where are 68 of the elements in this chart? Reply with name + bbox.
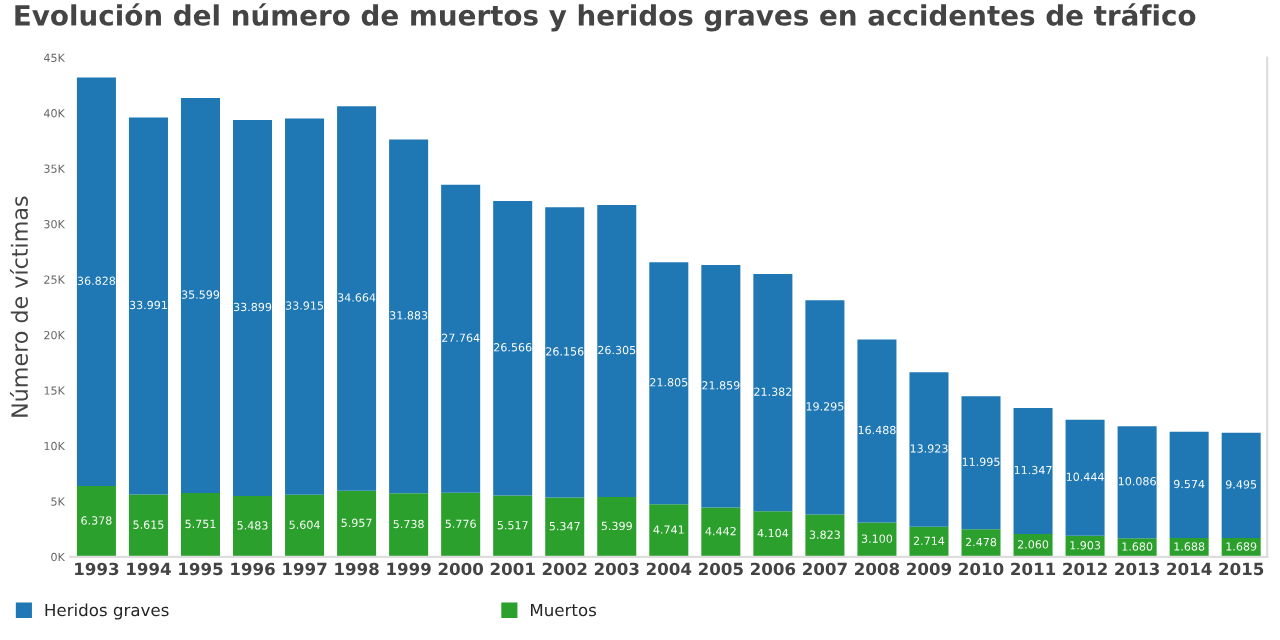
- x-tick-label: 2001: [490, 562, 535, 576]
- bar: [1013, 408, 1053, 534]
- legend-label: Heridos graves: [45, 603, 169, 620]
- bar: [961, 529, 1001, 557]
- y-axis-title: Número de víctimas: [9, 196, 28, 417]
- x-tick-label: 2015: [1219, 562, 1264, 576]
- bar: [909, 526, 949, 557]
- x-tick-label: 2005: [698, 562, 743, 576]
- bar: [597, 496, 637, 557]
- bar: [76, 77, 116, 487]
- bar: [441, 184, 481, 493]
- x-tick-label: 1998: [335, 562, 379, 576]
- bar: [76, 486, 116, 557]
- bar: [1169, 431, 1209, 539]
- x-tick-label: 1995: [179, 562, 223, 576]
- x-tick-label: 1996: [231, 562, 275, 576]
- bar: [441, 492, 481, 557]
- x-tick-label: 2009: [907, 562, 952, 576]
- bar: [597, 205, 637, 497]
- x-tick-label: 2008: [855, 562, 900, 576]
- bar: [649, 504, 689, 557]
- bar: [649, 262, 689, 505]
- x-tick-label: 2013: [1115, 562, 1159, 576]
- bar: [389, 139, 429, 494]
- x-tick-label: 1997: [283, 562, 327, 576]
- x-tick-label: 2007: [803, 562, 847, 576]
- bar: [753, 511, 793, 557]
- bar: [961, 396, 1001, 530]
- bar: [857, 339, 897, 523]
- bar: [233, 495, 273, 557]
- x-tick-label: 1994: [127, 562, 171, 576]
- x-tick-label: 2003: [594, 562, 639, 576]
- x-tick-label: 2004: [646, 562, 692, 576]
- bar: [180, 493, 220, 557]
- bar: [337, 106, 377, 491]
- bar: [285, 118, 325, 495]
- bar: [701, 265, 741, 508]
- bar: [493, 200, 533, 496]
- bar: [1221, 432, 1261, 539]
- bar: [909, 372, 949, 527]
- x-tick-label: 2010: [959, 562, 1004, 576]
- bar: [753, 274, 793, 512]
- x-tick-label: 2011: [1011, 562, 1056, 576]
- bar: [285, 494, 325, 557]
- x-tick-label: 2006: [750, 562, 796, 576]
- bar: [233, 119, 273, 496]
- bar: [545, 207, 585, 498]
- x-tick-label: 2014: [1167, 562, 1212, 576]
- bar: [1065, 419, 1105, 536]
- bar: [128, 117, 168, 495]
- x-tick-label: 1999: [387, 562, 431, 576]
- x-tick-label: 2012: [1063, 562, 1107, 576]
- bar: [389, 493, 429, 557]
- bar: [545, 497, 585, 557]
- x-tick-label: 1993: [75, 562, 119, 576]
- bar: [180, 98, 220, 493]
- x-tick-label: 2002: [542, 562, 587, 576]
- bar: [493, 495, 533, 557]
- chart-title: Evolución del número de muertos y heridos graves en accidentes de tráfico: [15, 3, 1196, 32]
- bar: [857, 522, 897, 557]
- x-tick-label: 2000: [438, 562, 484, 576]
- bar: [805, 514, 845, 557]
- bar: [701, 507, 741, 557]
- bar: [337, 490, 377, 557]
- bar: [128, 494, 168, 557]
- bar: [1117, 426, 1157, 539]
- legend-label: Muertos: [531, 603, 597, 617]
- bar: [805, 300, 845, 515]
